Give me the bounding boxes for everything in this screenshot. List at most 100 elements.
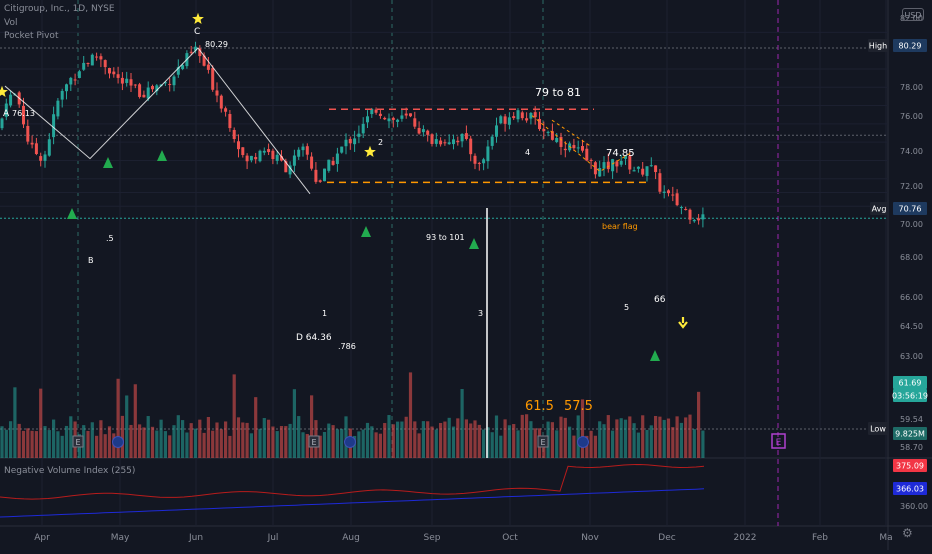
volume-bar bbox=[279, 426, 284, 458]
volume-bar bbox=[559, 416, 563, 458]
volume-bar bbox=[9, 421, 13, 458]
volume-bar bbox=[0, 426, 4, 458]
volume-bar bbox=[460, 389, 464, 458]
dividend-marker bbox=[112, 436, 124, 448]
candle bbox=[692, 219, 696, 222]
candle bbox=[60, 90, 64, 100]
avg-tag-value: 70.76 bbox=[899, 205, 922, 214]
volume-bar bbox=[331, 425, 335, 458]
volume-bar bbox=[142, 427, 146, 458]
candle bbox=[482, 159, 486, 164]
candle bbox=[189, 51, 193, 53]
volume-bar bbox=[486, 427, 490, 458]
candle bbox=[404, 113, 408, 116]
volume-bar bbox=[602, 424, 606, 458]
candle bbox=[507, 117, 511, 125]
volume-bar bbox=[56, 431, 60, 458]
candle bbox=[194, 46, 197, 51]
candle bbox=[396, 119, 400, 122]
target-575: 57.5 bbox=[564, 399, 593, 414]
volume-bar bbox=[662, 419, 666, 458]
volume-series bbox=[0, 372, 705, 458]
volume-bar bbox=[267, 419, 271, 458]
bear-flag-upper-line bbox=[551, 119, 591, 147]
candle bbox=[636, 166, 640, 169]
candle bbox=[198, 48, 202, 57]
candle bbox=[490, 136, 494, 146]
candle bbox=[305, 146, 309, 155]
candle bbox=[550, 131, 554, 140]
candle bbox=[99, 56, 103, 60]
countdown-tag-bg bbox=[893, 389, 927, 402]
y-tick-label: 72.00 bbox=[900, 182, 923, 191]
currency-button[interactable]: USD bbox=[902, 8, 924, 21]
candle bbox=[202, 55, 206, 66]
avg-tag-label: Avg bbox=[872, 205, 887, 214]
y-tick-label: 64.50 bbox=[900, 322, 923, 331]
volume-bar bbox=[494, 415, 499, 458]
dividend-marker bbox=[344, 436, 356, 448]
high-tag-value: 80.29 bbox=[899, 42, 922, 51]
candle bbox=[464, 133, 468, 139]
volume-bar bbox=[215, 422, 219, 458]
candle bbox=[52, 114, 56, 138]
volume-bar bbox=[271, 426, 275, 458]
wave-label-c: C bbox=[194, 27, 200, 37]
candle bbox=[353, 138, 357, 145]
last-price-tag-bg bbox=[893, 376, 927, 389]
candle bbox=[30, 142, 34, 145]
candle bbox=[133, 84, 137, 86]
gear-icon[interactable]: ⚙ bbox=[902, 526, 913, 540]
volume-bar bbox=[598, 421, 602, 458]
candle bbox=[675, 193, 679, 206]
vol-legend[interactable]: Vol bbox=[4, 18, 18, 28]
candle bbox=[602, 162, 606, 169]
candle bbox=[47, 139, 51, 156]
candle bbox=[533, 112, 537, 118]
x-tick-label: Jul bbox=[267, 533, 279, 543]
volume-bar bbox=[26, 428, 30, 458]
volume-bar bbox=[47, 430, 51, 458]
candle bbox=[112, 71, 116, 75]
future-earnings-marker bbox=[771, 433, 786, 449]
volume-bar bbox=[611, 430, 615, 458]
volume-bar bbox=[623, 419, 628, 458]
volume-bar bbox=[378, 433, 382, 458]
volume-bar bbox=[284, 426, 288, 458]
volume-bar bbox=[43, 426, 47, 458]
volume-bar bbox=[615, 419, 619, 458]
low-tag-label: Low bbox=[870, 425, 886, 434]
wave-label-d: D 64.36 bbox=[296, 333, 332, 343]
nvi-legend[interactable]: Negative Volume Index (255) bbox=[4, 466, 136, 476]
symbol-title[interactable]: Citigroup, Inc., 1D, NYSE bbox=[4, 4, 115, 14]
candle bbox=[447, 142, 451, 145]
volume-bar bbox=[675, 416, 679, 458]
candle bbox=[82, 62, 86, 70]
candle bbox=[245, 155, 249, 162]
y-tick-label: 82.00 bbox=[900, 14, 923, 23]
candle bbox=[559, 136, 563, 147]
candle bbox=[495, 125, 498, 137]
volume-bar bbox=[172, 425, 176, 458]
volume-bar bbox=[697, 391, 701, 458]
volume-bar bbox=[443, 421, 447, 458]
volume-bar bbox=[146, 416, 150, 458]
volume-bar bbox=[451, 426, 456, 458]
volume-bar bbox=[64, 425, 69, 458]
candle bbox=[469, 138, 473, 155]
candle bbox=[108, 67, 111, 74]
x-tick-label: 2022 bbox=[734, 533, 757, 543]
y-tick-label: 78.00 bbox=[900, 83, 923, 92]
candle bbox=[344, 139, 348, 147]
candle bbox=[456, 140, 460, 143]
volume-bar bbox=[589, 430, 593, 458]
volume-bar bbox=[417, 433, 421, 458]
pocket-pivot-legend[interactable]: Pocket Pivot bbox=[4, 31, 59, 41]
volume-bar bbox=[447, 417, 451, 458]
candle bbox=[417, 127, 421, 134]
volume-bar bbox=[365, 422, 370, 458]
volume-bar bbox=[155, 430, 159, 458]
wave-label-a: A bbox=[3, 109, 10, 119]
